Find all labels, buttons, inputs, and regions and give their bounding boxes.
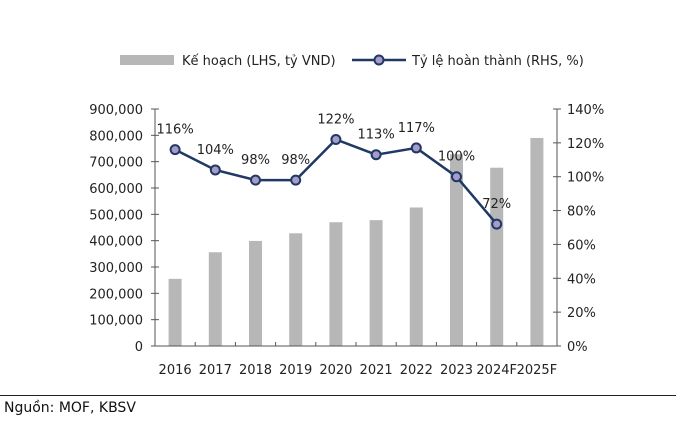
left-tick-label: 200,000 xyxy=(89,287,143,302)
data-label-2018: 98% xyxy=(241,153,270,168)
marker-2021 xyxy=(370,149,382,161)
legend-marker xyxy=(373,54,385,66)
left-tick-label: 600,000 xyxy=(89,182,143,197)
x-tick-label: 2024F xyxy=(476,363,517,378)
left-tick-label: 800,000 xyxy=(89,129,143,144)
right-tick-label: 20% xyxy=(567,306,596,321)
x-tick-label: 2016 xyxy=(159,363,192,378)
right-tick-label: 40% xyxy=(567,272,596,287)
data-label-2020: 122% xyxy=(317,112,354,127)
data-label-2019: 98% xyxy=(281,153,310,168)
right-tick-label: 120% xyxy=(567,137,604,152)
bar-2021 xyxy=(369,220,383,346)
right-tick-label: 80% xyxy=(567,205,596,220)
x-tick-label: 2020 xyxy=(319,363,352,378)
data-label-2021: 113% xyxy=(358,128,395,143)
left-tick-label: 100,000 xyxy=(89,314,143,329)
left-tick-label: 300,000 xyxy=(89,261,143,276)
bar-2020 xyxy=(329,222,343,346)
x-tick-label: 2017 xyxy=(199,363,232,378)
marker-2020 xyxy=(330,133,342,145)
left-tick-label: 400,000 xyxy=(89,235,143,250)
left-tick-label: 0 xyxy=(135,340,143,355)
data-label-2017: 104% xyxy=(197,143,234,158)
data-label-2016: 116% xyxy=(157,123,194,138)
legend-line-label: Tỷ lệ hoàn thành (RHS, %) xyxy=(411,54,584,69)
marker-2023 xyxy=(451,171,462,183)
data-label-2022: 117% xyxy=(398,121,435,136)
marker-2018 xyxy=(250,174,261,186)
x-tick-label: 2018 xyxy=(239,363,272,378)
bar-2022 xyxy=(409,207,423,346)
marker-2017 xyxy=(209,164,221,176)
marker-2022 xyxy=(410,142,422,154)
data-label-2024F: 72% xyxy=(482,197,511,212)
x-tick-label: 2023 xyxy=(440,363,473,378)
x-tick-label: 2019 xyxy=(279,363,312,378)
legend-bar-label: Kế hoạch (LHS, tỷ VND) xyxy=(182,54,336,69)
bar-2018 xyxy=(249,240,262,346)
data-label-2023: 100% xyxy=(438,150,475,165)
bar-2023 xyxy=(450,154,463,346)
combo-chart: 0 100,000 200,000 300,000 400,000 500,000 600,… xyxy=(89,54,604,378)
bar-2017 xyxy=(208,252,222,346)
marker-2019 xyxy=(290,174,302,186)
right-tick-label: 60% xyxy=(567,238,596,253)
bar-2016 xyxy=(168,278,182,346)
bar-2019 xyxy=(289,233,303,346)
left-tick-label: 900,000 xyxy=(89,103,143,118)
divider xyxy=(0,395,676,396)
right-tick-label: 100% xyxy=(567,171,604,186)
marker-2024F xyxy=(491,218,503,230)
legend-bar-swatch xyxy=(120,55,174,65)
bar-2024F xyxy=(490,167,504,346)
left-tick-label: 700,000 xyxy=(89,156,143,171)
right-tick-label: 0% xyxy=(567,340,588,355)
x-tick-label: 2022 xyxy=(400,363,433,378)
x-tick-label: 2025F xyxy=(517,363,558,378)
right-tick-label: 140% xyxy=(567,103,604,118)
x-tick-label: 2021 xyxy=(360,363,393,378)
source-note: Nguồn: MOF, KBSV xyxy=(4,400,136,416)
bar-2025F xyxy=(530,137,544,346)
left-tick-label: 500,000 xyxy=(89,208,143,223)
marker-2016 xyxy=(169,144,181,156)
